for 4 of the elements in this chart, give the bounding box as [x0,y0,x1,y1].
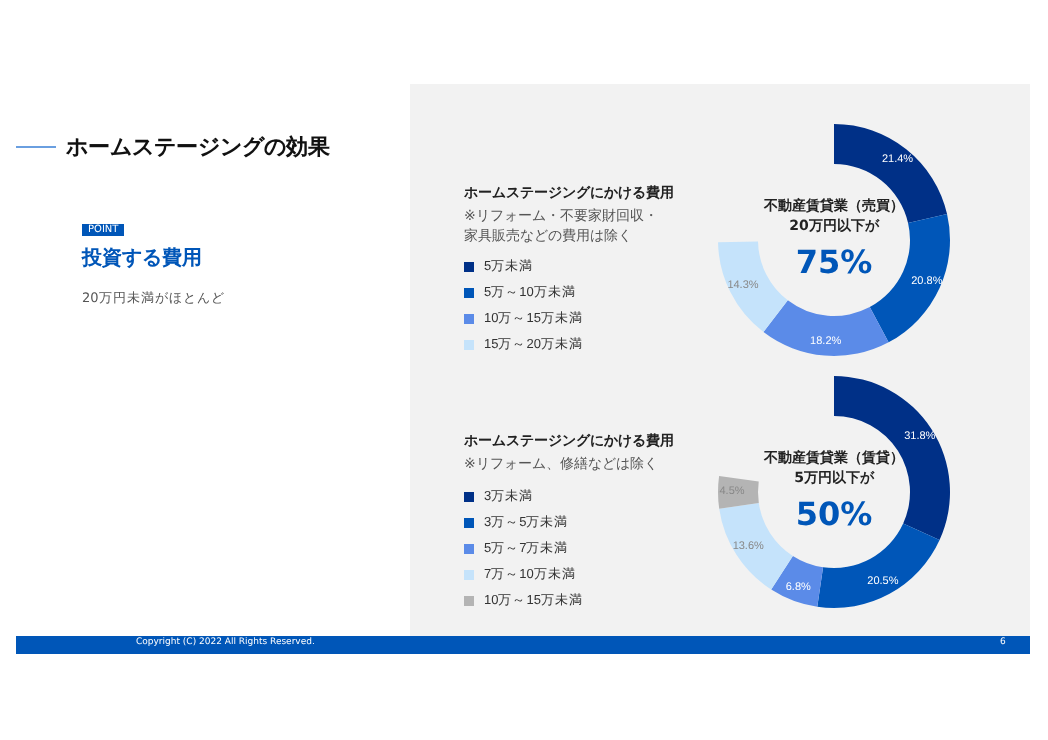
text: 75% [795,243,873,281]
text: 投資する費用 [82,245,202,272]
text: 50% [795,495,873,533]
text: ホームステージングの効果 [66,132,330,162]
